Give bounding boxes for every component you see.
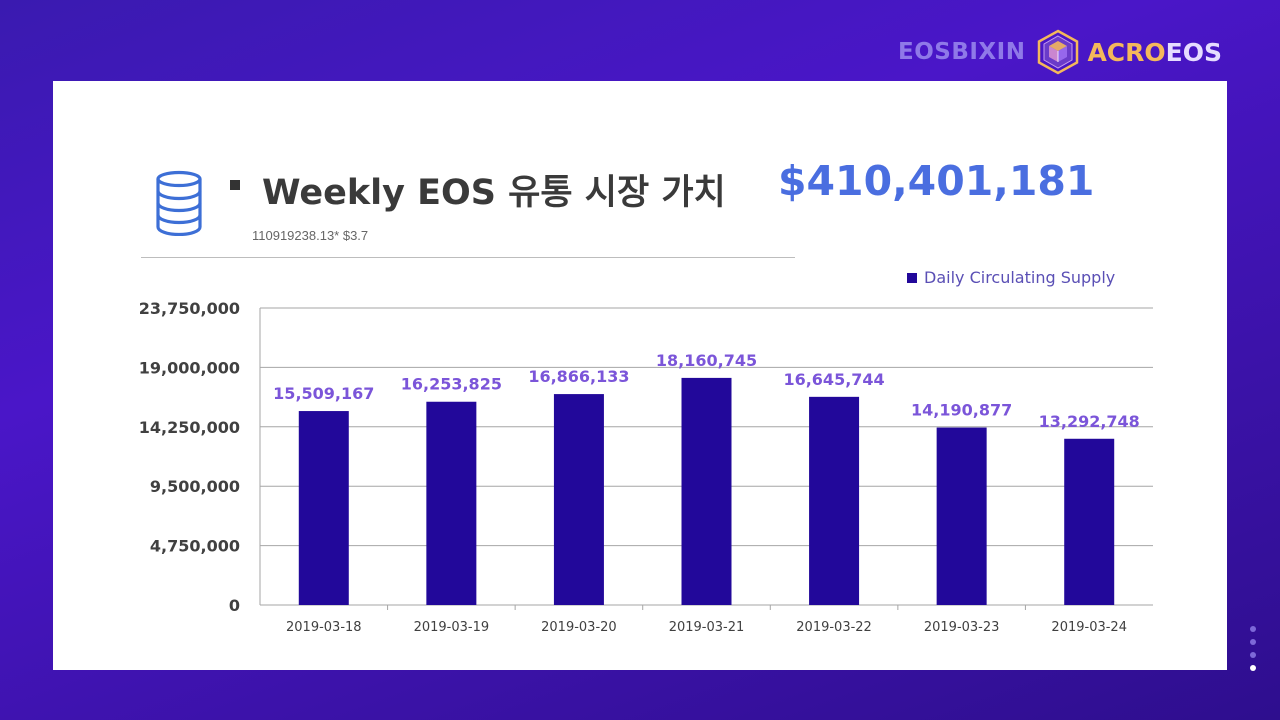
bar	[681, 377, 732, 605]
bar	[553, 394, 604, 605]
page-dot[interactable]	[1250, 665, 1256, 671]
y-tick-label: 14,250,000	[139, 418, 240, 437]
total-market-value: $410,401,181	[778, 157, 1095, 205]
y-tick-label: 4,750,000	[150, 537, 240, 556]
y-tick-label: 9,500,000	[150, 477, 240, 496]
hexagon-cube-logo-icon	[1038, 29, 1079, 75]
bar	[298, 411, 349, 605]
x-tick-label: 2019-03-22	[796, 620, 872, 635]
bar	[809, 396, 860, 605]
data-label: 16,645,744	[783, 370, 884, 389]
data-label: 14,190,877	[911, 401, 1012, 420]
bar	[1064, 438, 1115, 605]
title-divider	[141, 257, 795, 258]
title-bullet	[230, 180, 240, 190]
database-icon	[156, 170, 202, 236]
page-dot[interactable]	[1250, 626, 1256, 632]
brand-eosbixin-label: EOSBIXIN	[897, 39, 1026, 65]
y-tick-label: 19,000,000	[139, 358, 240, 377]
content-card	[53, 81, 1227, 670]
x-tick-label: 2019-03-19	[414, 620, 490, 635]
legend-swatch	[907, 272, 917, 283]
data-label: 15,509,167	[273, 384, 374, 403]
page-title: Weekly EOS 유통 시장 가치	[262, 173, 726, 213]
y-tick-label: 23,750,000	[139, 299, 240, 318]
x-tick-label: 2019-03-21	[669, 620, 745, 635]
y-tick-label: 0	[229, 596, 240, 615]
x-tick-label: 2019-03-18	[286, 620, 362, 635]
page-dot[interactable]	[1250, 652, 1256, 658]
x-tick-label: 2019-03-20	[541, 620, 617, 635]
page-indicator	[1250, 626, 1256, 678]
bar	[426, 401, 477, 605]
data-label: 16,253,825	[401, 375, 502, 394]
page-dot[interactable]	[1250, 639, 1256, 645]
brand-acroeos-label: ACROEOS	[1087, 37, 1222, 67]
data-label: 18,160,745	[656, 351, 757, 370]
calculation-formula: 110919238.13* $3.7	[252, 228, 369, 243]
x-tick-label: 2019-03-24	[1051, 620, 1127, 635]
chart-legend: Daily Circulating Supply	[907, 268, 1115, 287]
data-label: 16,866,133	[528, 367, 629, 386]
bar	[936, 427, 987, 605]
x-tick-label: 2019-03-23	[924, 620, 1000, 635]
legend-label: Daily Circulating Supply	[924, 268, 1116, 287]
brand-header: EOSBIXIN ACROEOS	[898, 26, 1222, 78]
data-label: 13,292,748	[1039, 412, 1140, 431]
